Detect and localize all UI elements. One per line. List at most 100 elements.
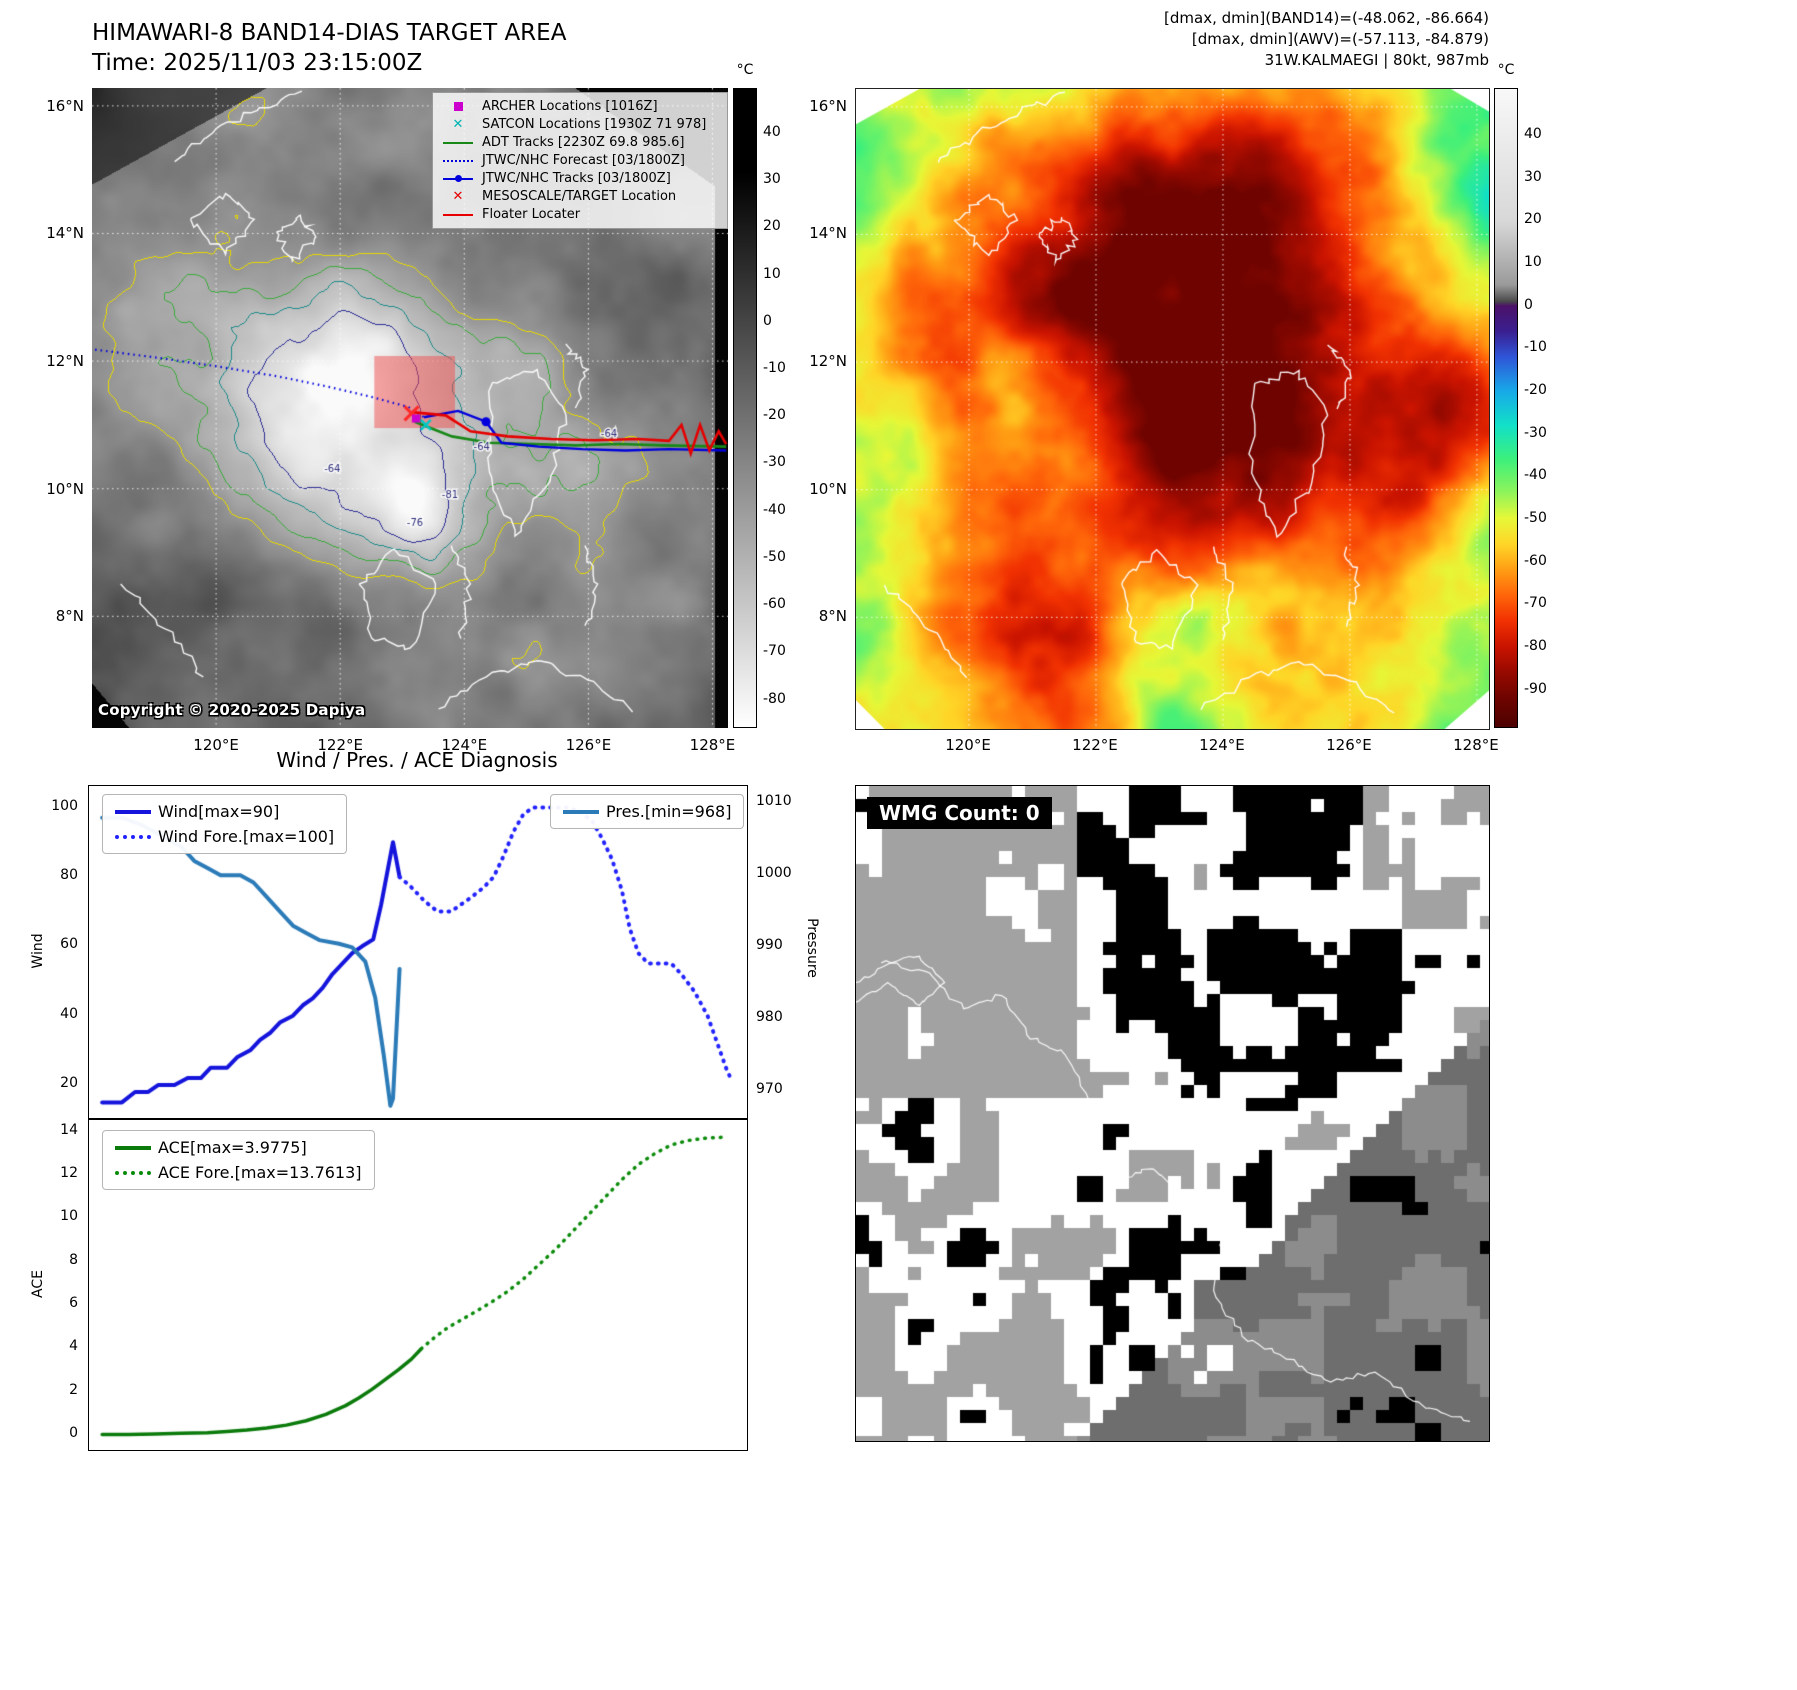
lon-tick-label: 128°E <box>689 736 736 754</box>
lat-tick-label: 10°N <box>809 479 847 498</box>
colorbar-tick-label: 10 <box>763 265 781 282</box>
ace-tick-label: 10 <box>60 1208 78 1225</box>
map-legend-entry: ARCHER Locations [1016Z] <box>441 99 719 114</box>
lon-tick-label: 120°E <box>945 736 991 754</box>
lat-tick-label: 12°N <box>809 352 847 371</box>
colorbar-tick-label: -80 <box>763 690 786 707</box>
colorbar-tick-label: -60 <box>763 596 786 613</box>
colorbar-tick-label: -70 <box>1524 595 1547 612</box>
wmg-count-label: WMG Count: 0 <box>867 797 1052 829</box>
dotted-line-swatch <box>115 834 151 839</box>
pressure-tick-label: 1000 <box>756 865 792 882</box>
solid-line-swatch <box>563 809 599 814</box>
pressure-tick-label: 1010 <box>756 793 792 810</box>
wind-tick-label: 40 <box>60 1005 78 1022</box>
lon-tick-label: 126°E <box>1326 736 1372 754</box>
colorbar-tick-label: -50 <box>763 548 786 565</box>
lat-tick-label: 10°N <box>46 479 84 498</box>
colorbar-tick-label: -40 <box>763 501 786 518</box>
wind-tick-label: 80 <box>60 866 78 883</box>
band14-legend: ARCHER Locations [1016Z] ✕ SATCON Location… <box>432 92 728 229</box>
archer-square-icon <box>441 100 475 114</box>
chart-legend-entry: Pres.[min=968] <box>563 802 731 821</box>
band14-colorbar-unit: °C <box>736 62 754 78</box>
awv-header-line-dmax-awv: [dmax, dmin](AWV)=(-57.113, -84.879) <box>1191 30 1489 48</box>
ace-tick-label: 4 <box>69 1338 78 1355</box>
wind-tick-label: 100 <box>51 797 78 814</box>
colorbar-tick-label: -20 <box>1524 381 1547 398</box>
colorbar-tick-label: 30 <box>763 171 781 188</box>
band14-colorbar <box>733 88 757 728</box>
chart-legend-label: ACE[max=3.9775] <box>158 1138 307 1157</box>
dotted-line-swatch <box>115 1170 151 1175</box>
colorbar-tick-label: 20 <box>763 218 781 235</box>
colorbar-tick-label: -30 <box>1524 424 1547 441</box>
awv-colorbar <box>1494 88 1518 728</box>
band14-timestamp: Time: 2025/11/03 23:15:00Z <box>92 50 423 76</box>
map-legend-entry: JTWC/NHC Tracks [03/1800Z] <box>441 171 719 186</box>
wind-tick-label: 20 <box>60 1075 78 1092</box>
lat-tick-label: 16°N <box>809 96 847 115</box>
map-legend-entry: JTWC/NHC Forecast [03/1800Z] <box>441 153 719 168</box>
band14-title: HIMAWARI-8 BAND14-DIAS TARGET AREA <box>92 20 567 46</box>
awv-colorbar-unit: °C <box>1497 62 1515 78</box>
pressure-tick-label: 970 <box>756 1081 783 1098</box>
lon-tick-label: 120°E <box>193 736 239 754</box>
map-legend-entry: ✕ SATCON Locations [1930Z 71 978] <box>441 117 719 132</box>
lat-tick-label: 8°N <box>818 607 847 626</box>
ace-legend: ACE[max=3.9775] ACE Fore.[max=13.7613] <box>102 1130 375 1190</box>
copyright-watermark: Copyright © 2020-2025 Dapiya <box>98 701 366 719</box>
map-legend-label: JTWC/NHC Tracks [03/1800Z] <box>482 171 671 186</box>
solid-line-swatch <box>115 1145 151 1150</box>
chart-legend-label: Wind[max=90] <box>158 802 280 821</box>
colorbar-tick-label: -70 <box>763 643 786 660</box>
colorbar-tick-label: 20 <box>1524 211 1542 228</box>
wmg-map-canvas <box>855 785 1490 1442</box>
colorbar-tick-label: -80 <box>1524 637 1547 654</box>
ace-tick-label: 12 <box>60 1165 78 1182</box>
lat-tick-label: 16°N <box>46 96 84 115</box>
ace-tick-label: 14 <box>60 1121 78 1138</box>
lon-tick-label: 124°E <box>441 736 488 754</box>
colorbar-tick-label: 30 <box>1524 168 1542 185</box>
map-legend-label: ADT Tracks [2230Z 69.8 985.6] <box>482 135 685 150</box>
colorbar-tick-label: -40 <box>1524 467 1547 484</box>
chart-legend-label: ACE Fore.[max=13.7613] <box>158 1163 362 1182</box>
map-legend-label: MESOSCALE/TARGET Location <box>482 189 677 204</box>
colorbar-tick-label: -10 <box>763 360 786 377</box>
chart-legend-entry: Wind Fore.[max=100] <box>115 827 334 846</box>
colorbar-tick-label: -10 <box>1524 339 1547 356</box>
diagnosis-title: Wind / Pres. / ACE Diagnosis <box>276 748 558 772</box>
wind-tick-label: 60 <box>60 936 78 953</box>
map-legend-label: JTWC/NHC Forecast [03/1800Z] <box>482 153 685 168</box>
colorbar-tick-label: 40 <box>763 123 781 140</box>
pressure-tick-label: 980 <box>756 1009 783 1026</box>
lon-tick-label: 126°E <box>565 736 612 754</box>
colorbar-tick-label: 0 <box>763 312 772 329</box>
colorbar-tick-label: -50 <box>1524 509 1547 526</box>
lat-tick-label: 12°N <box>46 352 84 371</box>
pressure-axis-label: Pressure <box>804 918 820 978</box>
ace-tick-label: 8 <box>69 1251 78 1268</box>
awv-header: [dmax, dmin](BAND14)=(-48.062, -86.664) … <box>1164 8 1489 71</box>
map-legend-label: SATCON Locations [1930Z 71 978] <box>482 117 707 132</box>
track-line-dot-icon <box>441 172 475 186</box>
map-legend-label: ARCHER Locations [1016Z] <box>482 99 658 114</box>
map-legend-entry: ADT Tracks [2230Z 69.8 985.6] <box>441 135 719 150</box>
chart-legend-entry: ACE[max=3.9775] <box>115 1138 362 1157</box>
adt-line-icon <box>441 136 475 150</box>
lon-tick-label: 128°E <box>1453 736 1499 754</box>
lat-tick-label: 14°N <box>46 224 84 243</box>
lat-tick-label: 14°N <box>809 224 847 243</box>
colorbar-tick-label: 10 <box>1524 253 1542 270</box>
awv-header-line-storm-id: 31W.KALMAEGI | 80kt, 987mb <box>1264 51 1489 69</box>
ace-tick-label: 6 <box>69 1295 78 1312</box>
colorbar-tick-label: 40 <box>1524 125 1542 142</box>
chart-legend-entry: ACE Fore.[max=13.7613] <box>115 1163 362 1182</box>
ace-tick-label: 2 <box>69 1381 78 1398</box>
colorbar-tick-label: -60 <box>1524 552 1547 569</box>
map-legend-entry: Floater Locater <box>441 207 719 222</box>
chart-legend-label: Pres.[min=968] <box>606 802 732 821</box>
lon-tick-label: 122°E <box>1072 736 1118 754</box>
